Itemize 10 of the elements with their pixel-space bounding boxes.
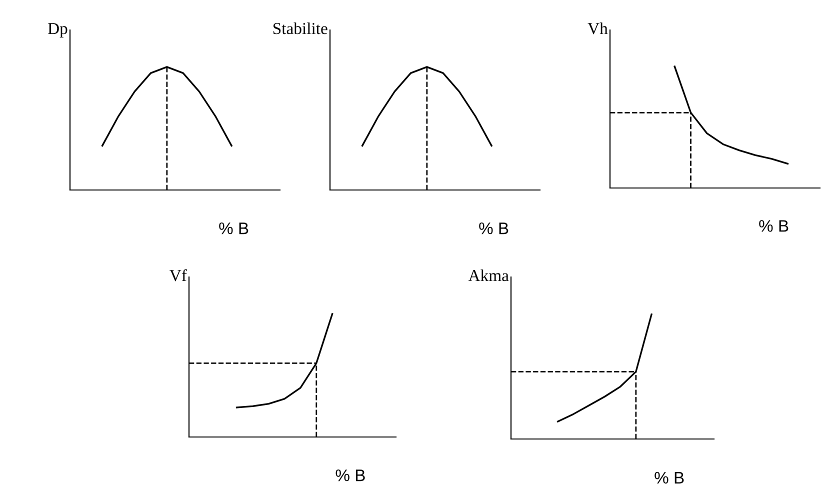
x-axis-title: % B (759, 220, 788, 232)
y-axis-title: Vh (588, 22, 608, 34)
x-axis-title: % B (654, 472, 684, 484)
y-axis-title: Stabilite (273, 22, 328, 34)
x-axis-title: % B (219, 222, 248, 234)
x-axis-title: % B (479, 222, 508, 234)
x-axis-title: % B (336, 470, 365, 482)
y-axis-title: Dp (48, 23, 68, 38)
y-axis-title: Akma (468, 269, 509, 282)
y-axis-title: Vf (170, 269, 187, 282)
